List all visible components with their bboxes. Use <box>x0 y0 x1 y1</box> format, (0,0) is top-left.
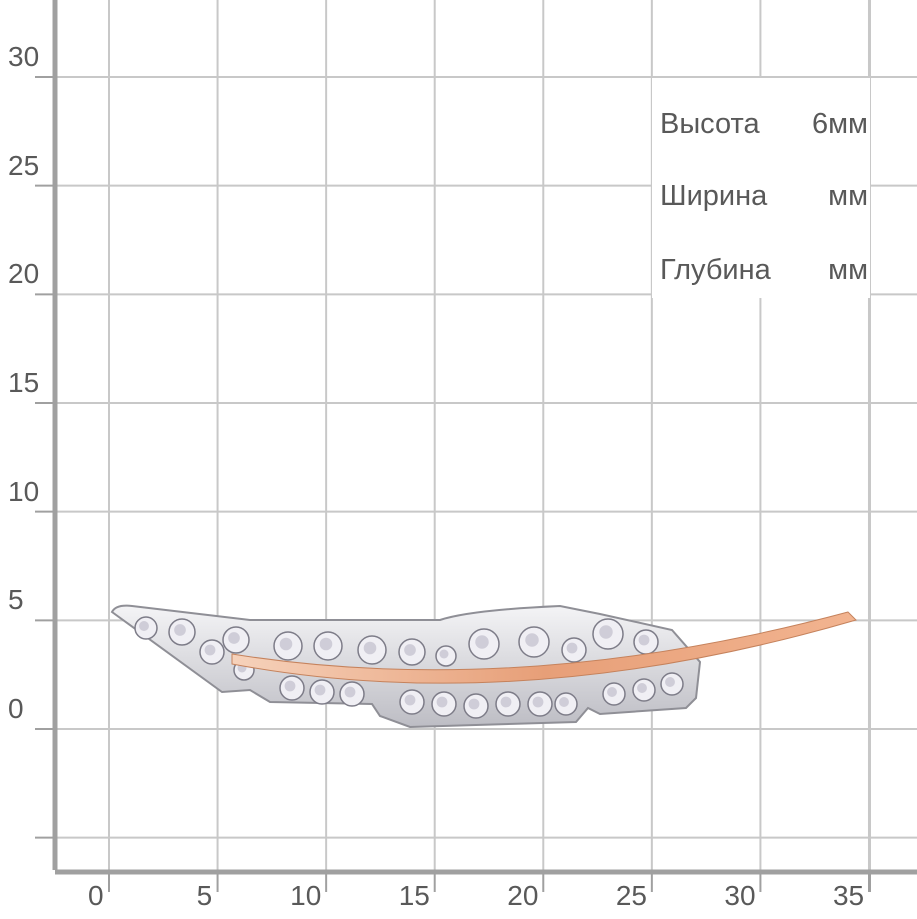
spec-depth-value: мм <box>828 254 868 286</box>
spec-width-label: Ширина <box>660 180 768 212</box>
crystal-facet <box>404 694 416 706</box>
spec-height-value: 6мм <box>811 108 868 140</box>
crystal-facet <box>665 677 675 687</box>
crystal-facet <box>279 637 293 651</box>
spec-width: Ширина мм <box>660 180 868 220</box>
crystal-facet <box>174 624 186 636</box>
x-tick-label: 35 <box>832 880 865 911</box>
y-tick-label: 5 <box>8 584 24 616</box>
crystal-facet <box>607 687 617 697</box>
crystal-stones <box>134 616 684 719</box>
crystal-facet <box>468 698 480 710</box>
x-tick-label: 25 <box>615 880 647 911</box>
x-tick-label: 5 <box>196 880 213 911</box>
x-tick-label: 10 <box>290 880 322 911</box>
y-tick-label: 25 <box>8 149 40 181</box>
specs-panel: Высота 6мм Ширина мм Глубина мм <box>652 78 870 298</box>
crystal-facet <box>559 697 569 707</box>
crystal-facet <box>319 637 333 651</box>
crystal-facet <box>228 632 240 644</box>
crystal-facet <box>314 684 326 696</box>
gold-spine <box>231 611 857 684</box>
crystal-facet <box>344 686 356 698</box>
crystal-facet <box>500 696 512 708</box>
spec-height: Высота 6мм <box>660 108 868 148</box>
crystal-facet <box>139 621 149 631</box>
feather-body <box>110 604 702 729</box>
crystal-facet <box>363 641 377 655</box>
spec-width-value: мм <box>828 180 868 212</box>
crystal-facet <box>525 633 539 647</box>
crystal-facet <box>599 625 613 639</box>
spec-height-label: Высота <box>660 108 760 140</box>
x-tick-label: 20 <box>507 880 539 911</box>
y-tick-label: 0 <box>8 693 24 724</box>
x-tick-label: 15 <box>398 880 430 911</box>
x-tick-label: 0 <box>88 880 104 911</box>
crystal-facet <box>638 634 650 646</box>
y-tick-label: 30 <box>8 41 40 72</box>
spec-depth-label: Глубина <box>660 254 771 286</box>
crystal-facet <box>404 644 416 656</box>
crystal-facet <box>475 635 489 649</box>
crystal-facet <box>436 696 448 708</box>
crystal-facet <box>637 683 647 693</box>
crystal-facet <box>532 696 544 708</box>
crystal-facet <box>566 642 578 654</box>
y-tick-label: 10 <box>8 475 40 507</box>
crystal-facet <box>439 649 449 659</box>
y-tick-label: 15 <box>8 367 40 398</box>
spec-depth: Глубина мм <box>660 254 868 294</box>
x-tick-label: 30 <box>724 880 756 911</box>
crystal-facet <box>204 644 216 656</box>
crystal-facet <box>284 680 296 692</box>
y-tick-label: 20 <box>8 258 40 290</box>
